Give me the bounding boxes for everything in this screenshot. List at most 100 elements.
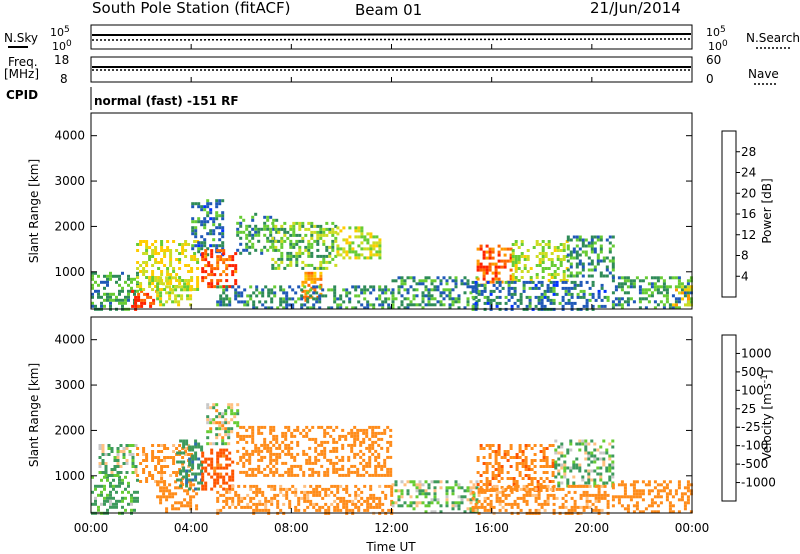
power-cell [289, 242, 293, 246]
power-cell [254, 230, 258, 234]
velocity-cell [563, 460, 567, 464]
velocity-cell [204, 466, 208, 470]
velocity-cell [495, 496, 499, 500]
power-cell [289, 257, 293, 261]
power-cell [602, 274, 606, 278]
power-cell [207, 273, 211, 277]
velocity-cell [510, 505, 514, 509]
power-cell [231, 270, 235, 274]
velocity-cell [563, 466, 567, 470]
velocity-cell [608, 475, 612, 479]
velocity-cell [131, 462, 135, 465]
power-cell [507, 280, 511, 284]
velocity-cell [296, 452, 300, 456]
velocity-cell [323, 449, 327, 453]
power-cell [315, 300, 319, 304]
power-cell [491, 250, 495, 254]
velocity-cell [418, 492, 422, 496]
velocity-cell [209, 427, 213, 431]
velocity-cell [623, 507, 627, 511]
power-cell [157, 252, 161, 255]
velocity-cell [518, 444, 522, 447]
power-cell [194, 232, 198, 236]
power-cell [151, 249, 155, 252]
power-cell [162, 282, 166, 286]
power-cell [559, 279, 563, 282]
power-cell [348, 244, 352, 248]
velocity-cell [206, 418, 210, 422]
power-cell [286, 254, 290, 258]
power-cell [289, 239, 293, 243]
velocity-cell [228, 487, 232, 491]
power-cell [360, 291, 364, 295]
power-cell [136, 276, 140, 279]
power-cell [553, 264, 557, 267]
power-cell [544, 267, 548, 270]
power-cell [136, 267, 140, 270]
power-cell [322, 254, 326, 258]
velocity-cell [323, 434, 327, 438]
velocity-cell [537, 502, 541, 506]
velocity-cell [115, 490, 118, 494]
power-cell [309, 306, 313, 310]
power-cell [686, 279, 690, 283]
power-cell [315, 297, 319, 301]
power-cell [234, 288, 238, 292]
velocity-cell [100, 493, 103, 497]
power-cell [298, 248, 302, 252]
power-cell [675, 303, 678, 307]
power-cell [526, 270, 530, 273]
power-cell [322, 233, 326, 237]
power-cell [237, 285, 241, 289]
velocity-cell [623, 495, 627, 499]
velocity-cell [350, 434, 354, 438]
power-cell [566, 244, 570, 248]
power-cell [543, 295, 547, 299]
power-cell [525, 280, 529, 284]
velocity-cell [221, 415, 225, 419]
power-cell [257, 239, 261, 243]
velocity-cell [597, 508, 601, 512]
velocity-cell [528, 490, 532, 494]
power-cell [662, 303, 666, 307]
power-cell [656, 279, 660, 283]
power-cell [366, 232, 370, 236]
power-cell [276, 306, 280, 310]
power-cell [626, 279, 630, 283]
power-cell [357, 300, 361, 304]
velocity-cell [222, 481, 226, 485]
power-cell [216, 264, 220, 268]
velocity-cell [494, 462, 498, 465]
power-cell [225, 288, 229, 292]
velocity-cell [248, 434, 252, 438]
velocity-cell [209, 406, 213, 410]
velocity-cell [677, 510, 681, 514]
velocity-cell [101, 453, 105, 456]
power-cell [286, 263, 290, 267]
power-cell [225, 279, 229, 283]
velocity-cell [339, 508, 343, 512]
power-cell [569, 271, 573, 275]
velocity-cell [386, 455, 390, 459]
power-cell [587, 241, 591, 245]
power-cell [234, 267, 238, 271]
velocity-cell [118, 475, 121, 479]
velocity-cell [560, 475, 564, 479]
velocity-cell [439, 480, 443, 484]
power-cell [360, 247, 364, 251]
velocity-cell [530, 477, 534, 480]
velocity-cell [131, 456, 135, 459]
power-cell [581, 274, 585, 278]
power-cell [507, 292, 511, 296]
velocity-cell [224, 433, 228, 437]
power-cell [121, 304, 124, 308]
velocity-cell [351, 499, 355, 503]
power-cell [584, 253, 588, 257]
velocity-cell [477, 499, 481, 503]
power-cell [307, 245, 311, 249]
power-cell [234, 294, 238, 298]
power-cell [492, 289, 496, 293]
velocity-cell [524, 444, 528, 447]
power-cell [191, 226, 195, 230]
velocity-cell [585, 493, 589, 497]
